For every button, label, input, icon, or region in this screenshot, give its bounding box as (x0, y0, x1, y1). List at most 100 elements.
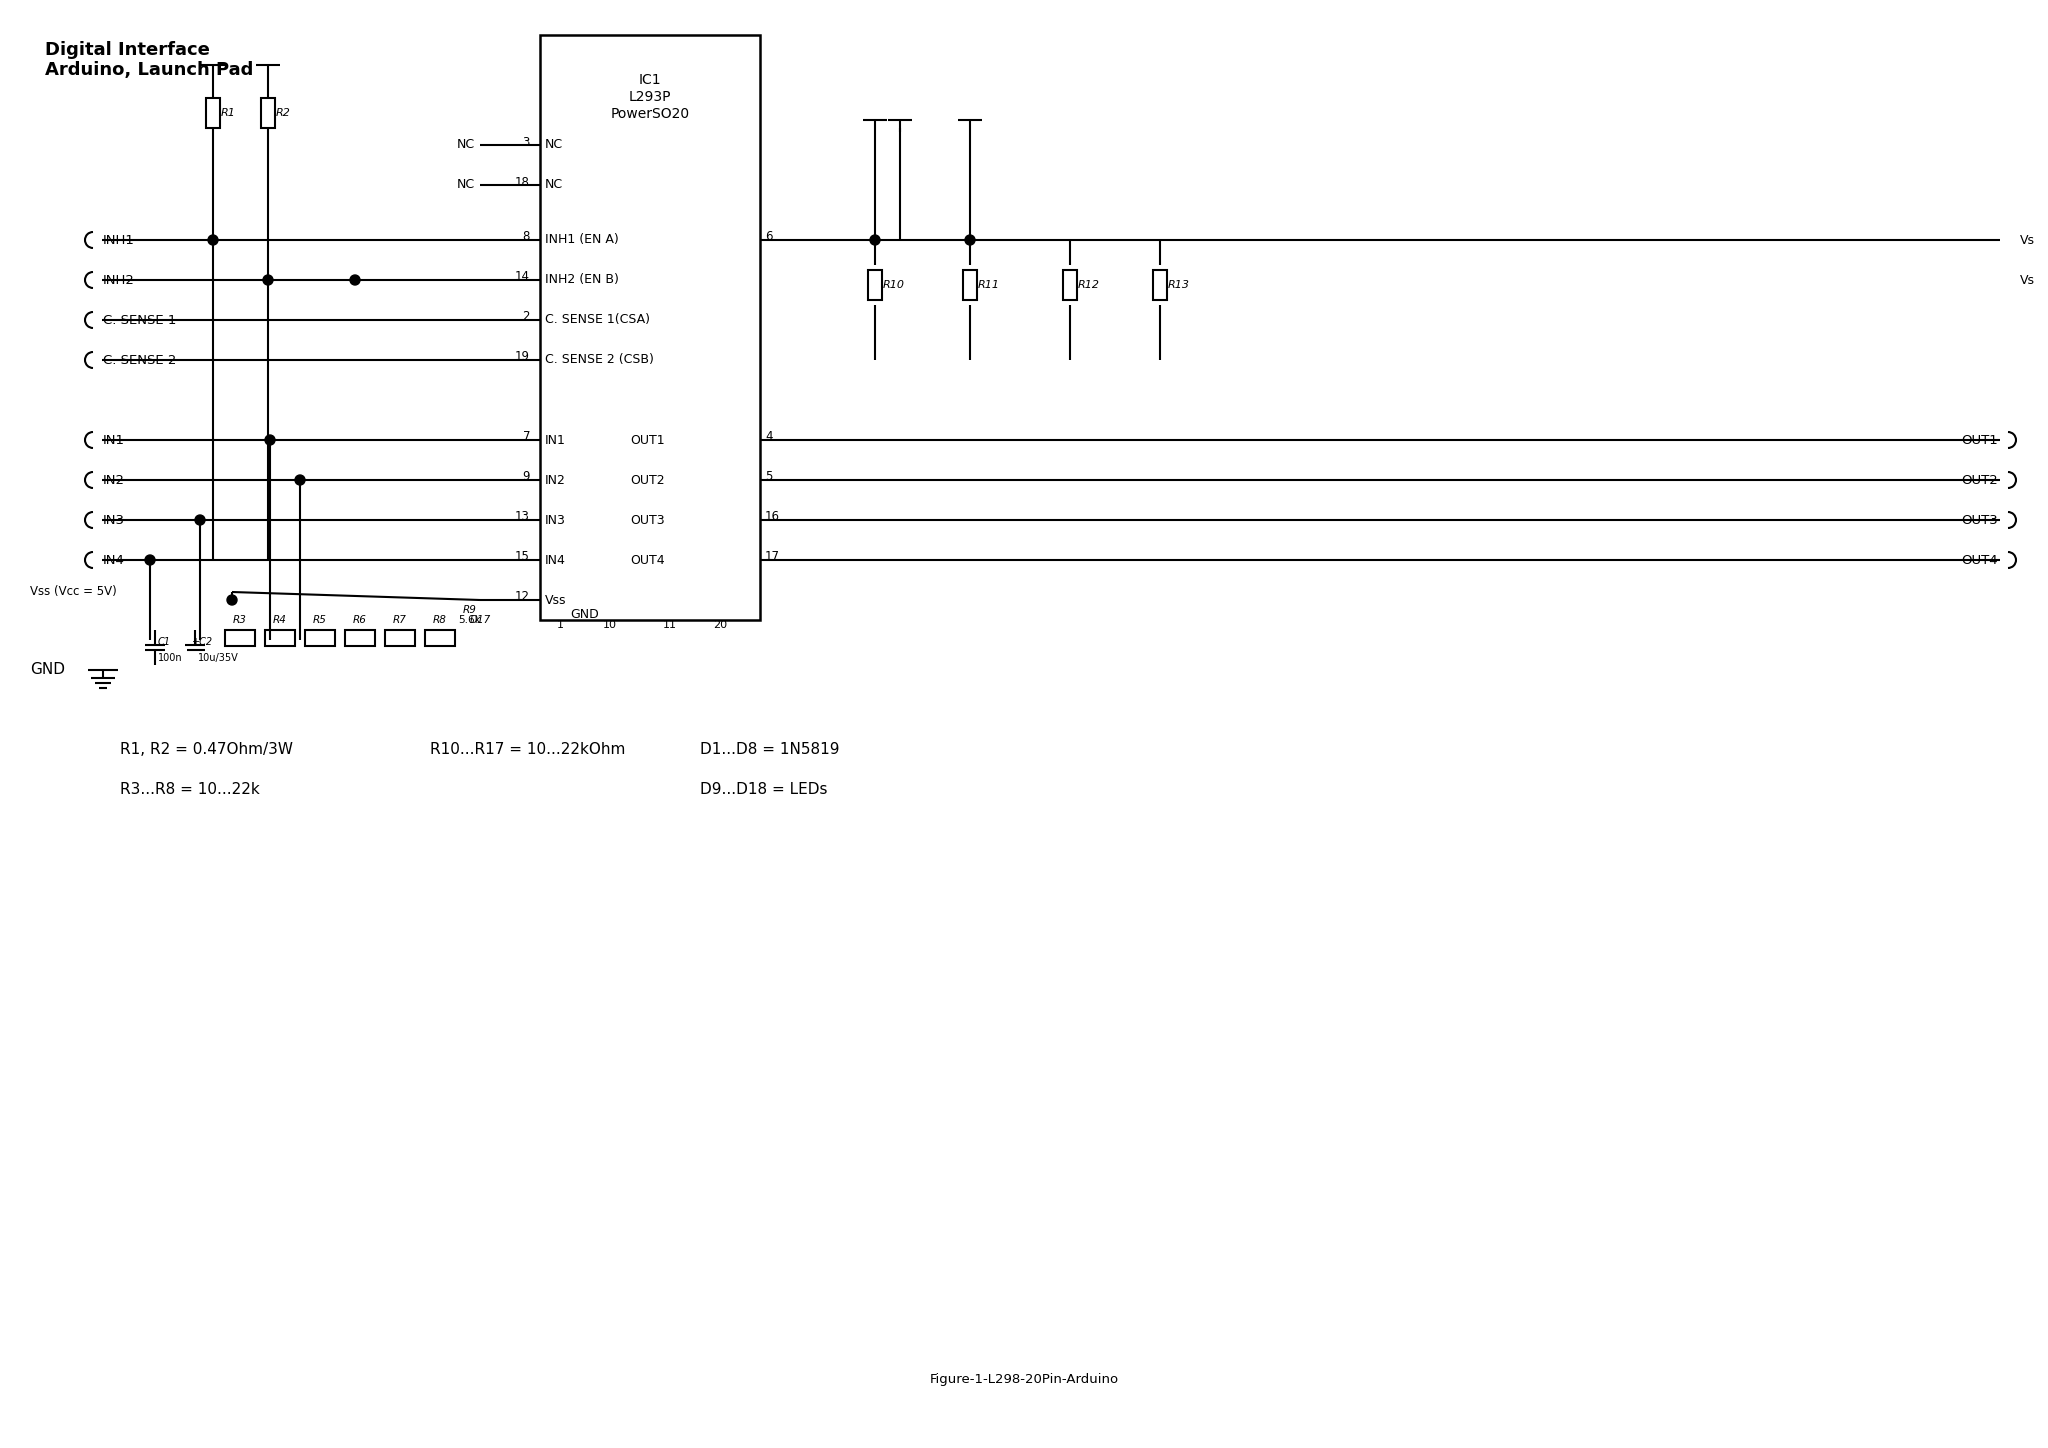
Bar (207, 98, 219, 127)
Text: D9...D18 = LEDs: D9...D18 = LEDs (700, 782, 827, 798)
Text: 17: 17 (766, 550, 780, 563)
Bar (344, 630, 375, 646)
Bar (260, 98, 274, 127)
Text: IN3: IN3 (102, 514, 125, 527)
Text: PowerSO20: PowerSO20 (610, 107, 690, 122)
Text: R1: R1 (221, 109, 236, 117)
Text: D1...D8 = 1N5819: D1...D8 = 1N5819 (700, 743, 840, 757)
Text: GND: GND (569, 608, 598, 621)
Text: R6: R6 (352, 615, 367, 626)
Text: 2: 2 (522, 310, 530, 323)
Text: 11: 11 (664, 620, 678, 630)
Text: +C2: +C2 (193, 637, 213, 647)
Text: R5: R5 (313, 615, 328, 626)
Text: OUT1: OUT1 (631, 433, 666, 446)
Text: 14: 14 (514, 271, 530, 284)
Text: OUT3: OUT3 (631, 514, 666, 527)
Text: OUT4: OUT4 (1962, 553, 1999, 566)
Text: R10: R10 (883, 279, 905, 290)
Text: Digital Interface: Digital Interface (45, 41, 209, 59)
Text: R4: R4 (272, 615, 287, 626)
Text: NC: NC (545, 178, 563, 191)
Text: 18: 18 (516, 175, 530, 188)
Circle shape (264, 434, 274, 445)
Text: 10u/35V: 10u/35V (199, 653, 240, 663)
Circle shape (965, 235, 975, 245)
Text: R1, R2 = 0.47Ohm/3W: R1, R2 = 0.47Ohm/3W (121, 743, 293, 757)
Text: OUT2: OUT2 (631, 473, 666, 487)
Bar (541, 35, 760, 620)
Circle shape (350, 275, 360, 285)
Bar (264, 630, 295, 646)
Text: OUT4: OUT4 (631, 553, 666, 566)
Text: R13: R13 (1167, 279, 1190, 290)
Text: C1: C1 (158, 637, 170, 647)
Text: 12: 12 (514, 591, 530, 604)
Circle shape (262, 275, 272, 285)
Bar (1153, 269, 1167, 300)
Text: C. SENSE 2: C. SENSE 2 (102, 353, 176, 366)
Text: 1: 1 (557, 620, 563, 630)
Text: 100n: 100n (158, 653, 182, 663)
Bar (385, 630, 416, 646)
Circle shape (209, 235, 217, 245)
Text: NC: NC (457, 178, 475, 191)
Text: L293P: L293P (629, 90, 672, 104)
Text: IN3: IN3 (545, 514, 565, 527)
Text: INH2 (EN B): INH2 (EN B) (545, 274, 618, 287)
Text: 5.6k: 5.6k (459, 615, 481, 626)
Text: GND: GND (31, 663, 66, 678)
Text: IC1: IC1 (639, 72, 662, 87)
Text: 8: 8 (522, 230, 530, 243)
Text: 15: 15 (516, 550, 530, 563)
Text: NC: NC (457, 139, 475, 152)
Bar (305, 630, 336, 646)
Text: IN4: IN4 (102, 553, 125, 566)
Text: OUT3: OUT3 (1962, 514, 1999, 527)
Text: 16: 16 (766, 511, 780, 524)
Text: OUT2: OUT2 (1962, 473, 1999, 487)
Text: Vss: Vss (545, 594, 567, 607)
Text: Vs: Vs (2019, 274, 2036, 287)
Text: 4: 4 (766, 430, 772, 443)
Text: R10...R17 = 10...22kOhm: R10...R17 = 10...22kOhm (430, 743, 625, 757)
Text: IN4: IN4 (545, 553, 565, 566)
Text: Vss (Vcc = 5V): Vss (Vcc = 5V) (31, 585, 117, 598)
Text: R7: R7 (393, 615, 408, 626)
Text: INH1: INH1 (102, 233, 135, 246)
Text: C. SENSE 2 (CSB): C. SENSE 2 (CSB) (545, 353, 653, 366)
Text: IN1: IN1 (102, 433, 125, 446)
Text: INH1 (EN A): INH1 (EN A) (545, 233, 618, 246)
Bar (1063, 269, 1077, 300)
Circle shape (870, 235, 881, 245)
Text: 13: 13 (516, 511, 530, 524)
Text: OUT1: OUT1 (1962, 433, 1999, 446)
Text: 20: 20 (713, 620, 727, 630)
Text: R12: R12 (1077, 279, 1100, 290)
Text: 9: 9 (522, 471, 530, 484)
Text: 10: 10 (602, 620, 616, 630)
Text: C. SENSE 1: C. SENSE 1 (102, 314, 176, 326)
Text: R8: R8 (432, 615, 446, 626)
Bar (963, 269, 977, 300)
Text: R9: R9 (463, 605, 477, 615)
Text: IN2: IN2 (545, 473, 565, 487)
Text: Figure-1-L298-20Pin-Arduino: Figure-1-L298-20Pin-Arduino (930, 1374, 1118, 1387)
Text: C. SENSE 1(CSA): C. SENSE 1(CSA) (545, 314, 649, 326)
Text: R2: R2 (276, 109, 291, 117)
Text: R3: R3 (233, 615, 248, 626)
Circle shape (227, 595, 238, 605)
Text: 19: 19 (514, 350, 530, 363)
Text: 7: 7 (522, 430, 530, 443)
Text: IN2: IN2 (102, 473, 125, 487)
Text: R11: R11 (979, 279, 999, 290)
Text: D17: D17 (469, 615, 492, 626)
Text: IN1: IN1 (545, 433, 565, 446)
Text: NC: NC (545, 139, 563, 152)
Circle shape (195, 515, 205, 526)
Text: R3...R8 = 10...22k: R3...R8 = 10...22k (121, 782, 260, 798)
Text: Arduino, Launch Pad: Arduino, Launch Pad (45, 61, 254, 80)
Bar (426, 630, 455, 646)
Text: Vs: Vs (2019, 233, 2036, 246)
Bar (225, 630, 256, 646)
